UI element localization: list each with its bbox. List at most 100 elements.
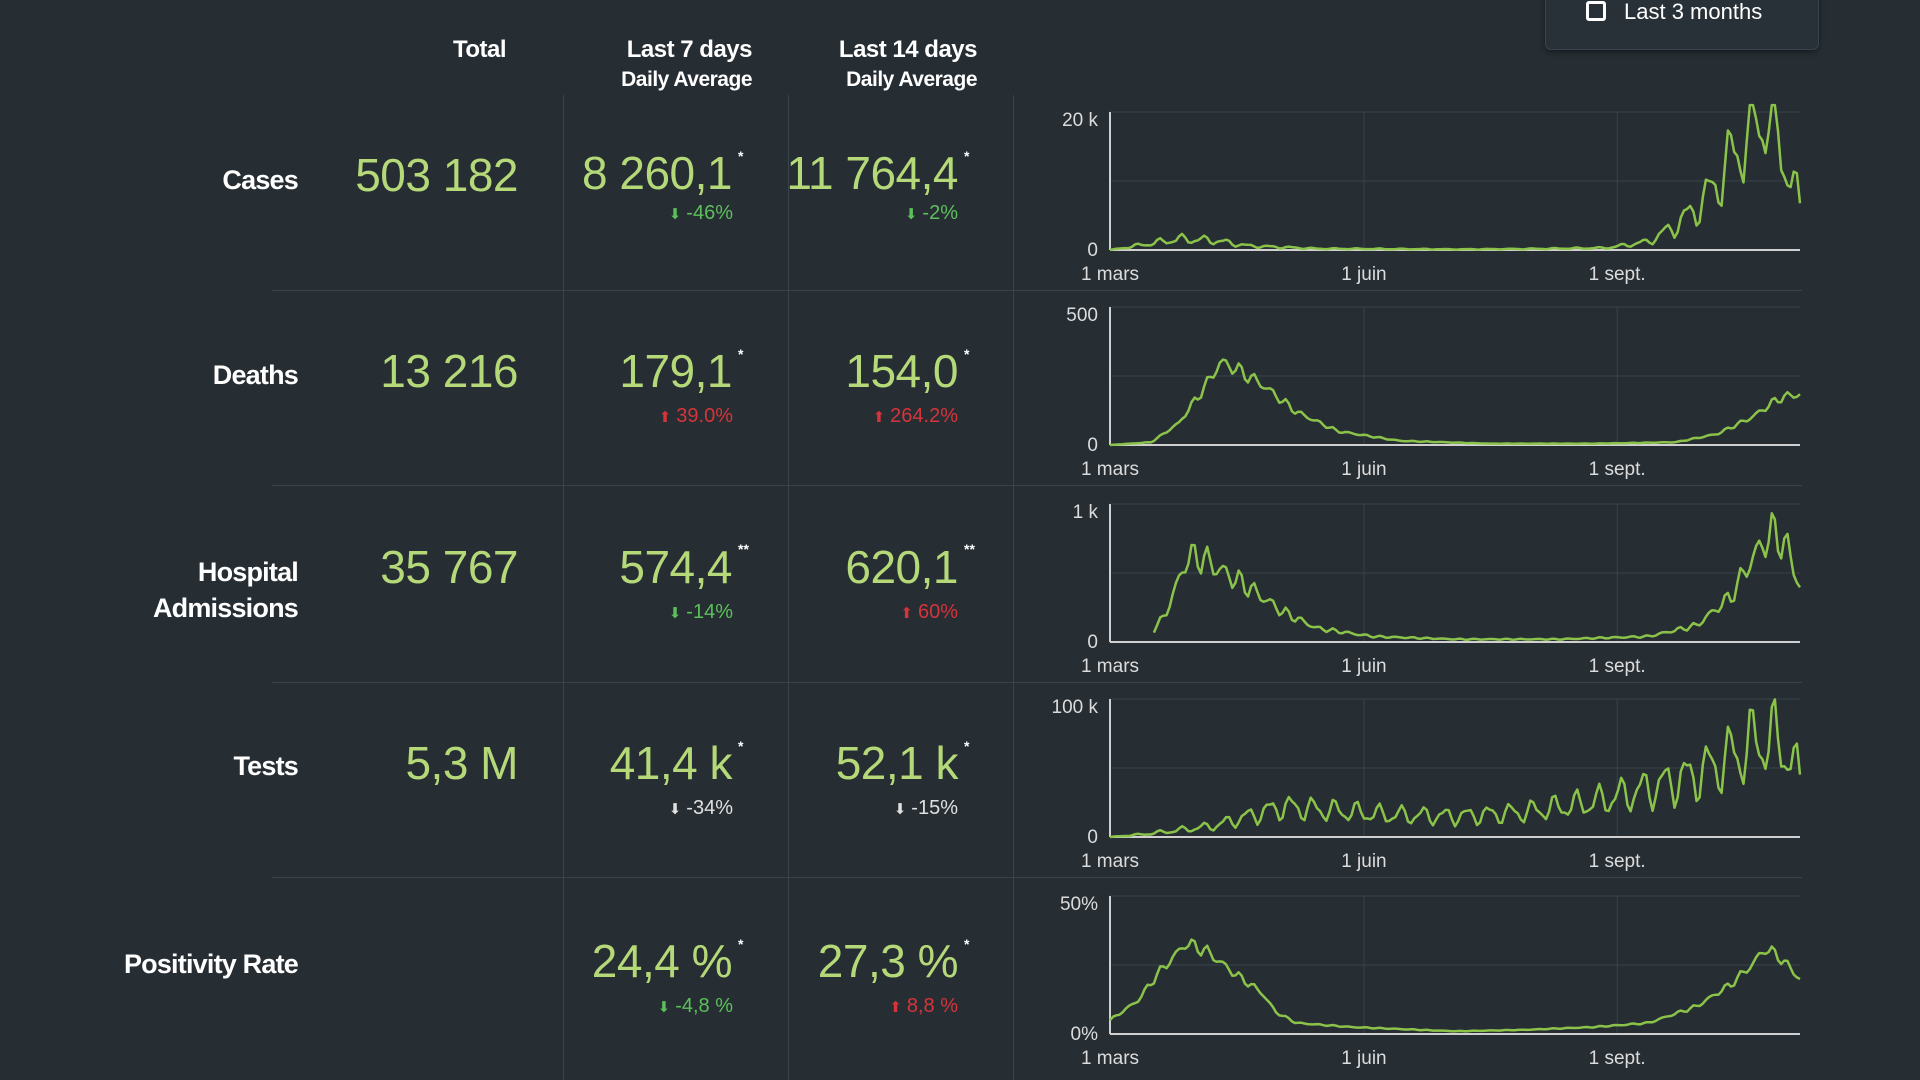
column-divider bbox=[1013, 95, 1014, 1080]
tests-chart: 100 k 0 1 mars 1 juin 1 sept. bbox=[1020, 687, 1810, 875]
header-last7: Last 7 days Daily Average bbox=[621, 36, 752, 92]
footnote-mark: * bbox=[964, 738, 970, 754]
arrow-down-icon: ⬇ bbox=[668, 605, 682, 622]
avg7-delta: ⬆ 39.0% bbox=[659, 405, 733, 428]
x-tick-label: 1 sept. bbox=[1589, 264, 1646, 285]
avg7-delta: ⬇ -4,8 % bbox=[658, 995, 733, 1018]
y-tick-label: 0 bbox=[1087, 827, 1098, 848]
hospital-admissions-chart: 1 k 0 1 mars 1 juin 1 sept. bbox=[1020, 492, 1810, 680]
y-tick-label: 100 k bbox=[1052, 697, 1099, 718]
footnote-mark: * bbox=[738, 148, 744, 164]
arrow-down-icon: ⬇ bbox=[893, 801, 907, 818]
toggle-label: Last 3 months bbox=[1624, 0, 1763, 24]
row-label: Positivity Rate bbox=[123, 949, 299, 979]
avg14-delta: ⬇ -15% bbox=[894, 797, 958, 820]
x-tick-label: 1 juin bbox=[1341, 459, 1386, 480]
x-tick-label: 1 juin bbox=[1341, 656, 1386, 677]
arrow-down-icon: ⬇ bbox=[668, 206, 682, 223]
arrow-down-icon: ⬇ bbox=[668, 801, 682, 818]
x-tick-label: 1 sept. bbox=[1589, 656, 1646, 677]
footnote-mark: ** bbox=[964, 541, 975, 557]
avg7-value: 41,4 k bbox=[609, 737, 733, 789]
x-tick-label: 1 sept. bbox=[1589, 1048, 1646, 1069]
avg7-value: 24,4 % bbox=[591, 935, 733, 987]
series-line bbox=[1109, 698, 1802, 839]
series-line bbox=[1109, 358, 1801, 447]
x-tick-label: 1 sept. bbox=[1589, 851, 1646, 872]
avg7-value: 8 260,1 bbox=[582, 147, 732, 199]
column-divider bbox=[563, 95, 564, 1080]
y-tick-label: 500 bbox=[1066, 305, 1098, 326]
header-total-label: Total bbox=[452, 36, 507, 63]
row-label-line1: Hospital bbox=[197, 557, 299, 587]
header-last7-sublabel: Daily Average bbox=[621, 68, 752, 91]
arrow-down-icon: ⬇ bbox=[657, 999, 671, 1016]
row-label: Deaths bbox=[212, 360, 299, 390]
arrow-up-icon: ⬆ bbox=[889, 999, 902, 1016]
positivity-rate-chart: 50% 0% 1 mars 1 juin 1 sept. bbox=[1020, 884, 1810, 1072]
avg14-delta-value: 264.2% bbox=[890, 405, 958, 427]
avg14-delta-value: -15% bbox=[911, 797, 958, 819]
total-value: 5,3 M bbox=[405, 737, 518, 789]
avg7-delta: ⬇ -34% bbox=[669, 797, 733, 820]
row-divider bbox=[272, 290, 1802, 291]
footnote-mark: * bbox=[964, 148, 970, 164]
header-last7-label: Last 7 days bbox=[626, 36, 753, 63]
header-last14-label: Last 14 days bbox=[838, 36, 978, 63]
y-tick-label: 20 k bbox=[1062, 110, 1098, 131]
avg14-delta: ⬇ -2% bbox=[905, 202, 958, 225]
avg14-delta: ⬆ 60% bbox=[900, 601, 958, 624]
arrow-up-icon: ⬆ bbox=[658, 409, 672, 426]
last-3-months-toggle[interactable]: Last 3 months bbox=[1545, 0, 1819, 50]
x-tick-label: 1 juin bbox=[1341, 264, 1386, 285]
avg7-delta-value: 39.0% bbox=[676, 405, 733, 427]
row-label-line2: Admissions bbox=[152, 593, 299, 623]
avg14-delta-value: -2% bbox=[922, 202, 958, 224]
x-tick-label: 1 mars bbox=[1081, 656, 1139, 677]
column-divider bbox=[788, 95, 789, 1080]
avg7-delta: ⬇ -14% bbox=[669, 601, 733, 624]
y-tick-label: 0 bbox=[1087, 240, 1098, 261]
deaths-chart: 500 0 1 mars 1 juin 1 sept. bbox=[1020, 295, 1810, 483]
series-line bbox=[1109, 103, 1802, 252]
checkbox-icon[interactable] bbox=[1586, 1, 1606, 21]
total-value: 503 182 bbox=[355, 149, 518, 201]
series-line bbox=[1152, 512, 1802, 642]
avg7-delta: ⬇ -46% bbox=[669, 202, 733, 225]
arrow-down-icon: ⬇ bbox=[904, 206, 918, 223]
x-tick-label: 1 mars bbox=[1081, 851, 1139, 872]
avg14-value: 154,0 bbox=[845, 345, 958, 397]
x-tick-label: 1 sept. bbox=[1589, 459, 1646, 480]
row-divider bbox=[272, 682, 1802, 683]
avg7-value: 179,1 bbox=[619, 345, 732, 397]
y-tick-label: 0 bbox=[1087, 632, 1098, 653]
total-value: 35 767 bbox=[380, 541, 518, 593]
row-label: Cases bbox=[222, 165, 298, 195]
footnote-mark: * bbox=[964, 346, 970, 362]
avg14-value: 620,1 bbox=[845, 541, 958, 593]
avg14-delta: ⬆ 264.2% bbox=[873, 405, 958, 428]
avg7-delta-value: -4,8 % bbox=[675, 995, 733, 1017]
footnote-mark: ** bbox=[738, 541, 749, 557]
row-divider bbox=[272, 485, 1802, 486]
footnote-mark: * bbox=[738, 346, 744, 362]
header-total: Total bbox=[452, 36, 507, 64]
avg14-delta-value: 60% bbox=[917, 601, 958, 623]
avg7-delta-value: -46% bbox=[686, 202, 733, 224]
header-last14: Last 14 days Daily Average bbox=[838, 36, 978, 92]
avg7-delta-value: -34% bbox=[686, 797, 733, 819]
arrow-up-icon: ⬆ bbox=[900, 605, 913, 622]
avg14-value: 27,3 % bbox=[817, 935, 959, 987]
row-divider bbox=[272, 877, 1802, 878]
avg14-delta: ⬆ 8,8 % bbox=[889, 995, 958, 1018]
avg7-delta-value: -14% bbox=[686, 601, 733, 623]
avg14-value: 11 764,4 bbox=[786, 147, 958, 199]
footnote-mark: * bbox=[738, 738, 744, 754]
y-tick-label: 0% bbox=[1071, 1024, 1099, 1045]
x-tick-label: 1 juin bbox=[1341, 851, 1386, 872]
y-tick-label: 50% bbox=[1060, 894, 1098, 915]
x-tick-label: 1 juin bbox=[1341, 1048, 1386, 1069]
cases-chart: 20 k 0 1 mars 1 juin 1 sept. bbox=[1020, 100, 1810, 288]
header-last14-sublabel: Daily Average bbox=[846, 68, 977, 91]
row-label: Tests bbox=[233, 751, 298, 781]
